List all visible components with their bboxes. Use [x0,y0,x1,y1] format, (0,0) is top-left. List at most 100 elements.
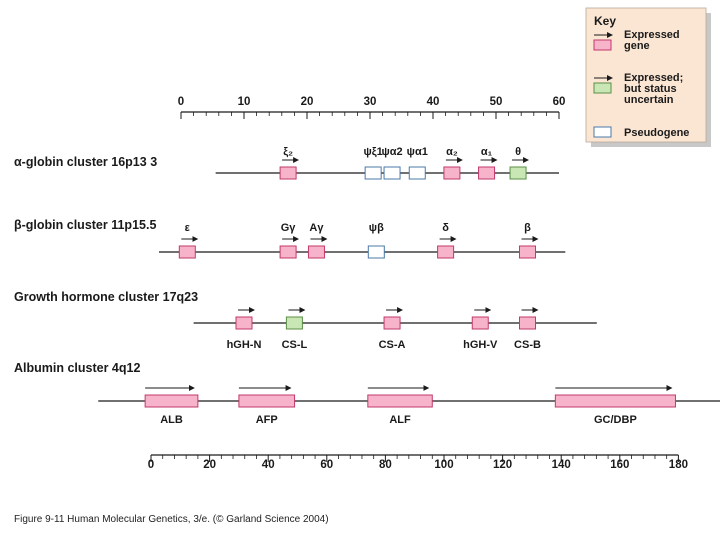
gene-Aγ: Aγ [307,222,328,259]
gene-label: ψξ1 [363,146,382,158]
gene-box [519,316,536,330]
gene-box [235,316,253,330]
key-swatch [593,82,612,94]
gene-box [519,245,536,259]
gene-box [367,245,385,259]
gene-CS-L: CS-L [282,307,308,351]
gene-box [364,166,382,180]
key-label: Expressed [624,29,680,41]
gene-label: ψβ [369,222,384,234]
gene-label: Gγ [281,222,297,234]
gene-label: ε [185,222,191,234]
gene-box [279,166,297,180]
gene-label: ψα2 [381,146,402,158]
scale-tick-label: 80 [379,459,392,471]
gene-label: Aγ [309,222,324,234]
key-label: gene [624,40,650,52]
gene-hGH-N: hGH-N [227,307,262,351]
key-swatch [593,39,612,51]
scale-tick-label: 60 [320,459,333,471]
scale-tick-label: 30 [364,96,377,108]
bottom-scale-axis: 0 20 40 60 80 100 120 140 160 180 [148,454,688,471]
gene-label: AFP [256,414,278,426]
gene-hGH-V: hGH-V [463,307,498,351]
gene-box [307,245,325,259]
gene-box [443,166,461,180]
cluster-title: β-globin cluster 11p15.5 [14,218,156,232]
scale-tick-label: 0 [148,459,154,471]
gene-CS-A: CS-A [379,307,406,351]
gene-Gγ: Gγ [279,222,300,259]
gene-ψβ: ψβ [367,222,385,259]
gene-ψα2: ψα2 [381,146,403,180]
gene-ALF: ALF [367,385,433,426]
gene-box [285,316,303,330]
scale-tick-label: 140 [552,459,571,471]
scale-tick-label: 10 [238,96,251,108]
scale-tick-label: 40 [262,459,275,471]
gene-box [178,245,196,259]
gene-box [279,245,297,259]
gene-α₂: α₂ [443,146,463,180]
gene-box [144,394,199,408]
key-label: uncertain [624,94,674,106]
key-swatch [593,126,612,138]
gene-α₁: α₁ [478,146,498,180]
gene-label: CS-B [514,339,541,351]
scale-tick-label: 60 [553,96,566,108]
gene-ε: ε [178,222,199,259]
gene-label: ψα1 [407,146,428,158]
gene-GC/DBP: GC/DBP [554,385,676,426]
gene-θ: θ [509,146,530,180]
gene-ψξ1: ψξ1 [363,146,383,180]
key-item-pseudogene: Pseudogene [593,126,689,139]
gene-label: θ [515,146,521,158]
gene-box [471,316,489,330]
gene-label: α₂ [446,146,458,158]
gene-ALB: ALB [144,385,199,426]
gene-box [554,394,676,408]
figure-caption: Figure 9-11 Human Molecular Genetics, 3/… [14,514,329,525]
gene-label: hGH-V [463,339,498,351]
scale-tick-label: 160 [610,459,629,471]
scale-tick-label: 120 [493,459,512,471]
cluster-title: Growth hormone cluster 17q23 [14,290,198,304]
cluster-3: Growth hormone cluster 17q23 hGH-N CS-L CS-… [14,290,597,351]
gene-box [383,316,401,330]
scale-tick-label: 50 [490,96,503,108]
gene-box [238,394,296,408]
scale-tick-label: 20 [301,96,314,108]
gene-δ: δ [437,222,457,259]
gene-label: hGH-N [227,339,262,351]
gene-AFP: AFP [238,385,296,426]
gene-ξ₂: ξ₂ [279,146,300,180]
key-title: Key [594,14,616,28]
cluster-2: β-globin cluster 11p15.5 ε Gγ Aγ ψβ δ β [14,218,566,259]
gene-label: GC/DBP [594,414,637,426]
top-scale-axis: 0 10 20 30 40 50 60 [178,96,566,119]
gene-label: α₁ [481,146,493,158]
scale-tick-label: 100 [434,459,453,471]
cluster-title: α-globin cluster 16p13 3 [14,155,157,169]
gene-label: CS-A [379,339,406,351]
gene-label: β [524,222,531,234]
key-label: Expressed; [624,72,683,84]
cluster-title: Albumin cluster 4q12 [14,361,140,375]
scale-tick-label: 20 [203,459,216,471]
gene-label: ξ₂ [283,146,293,158]
gene-label: CS-L [282,339,308,351]
gene-box [478,166,496,180]
scale-tick-label: 0 [178,96,184,108]
gene-box [383,166,401,180]
key-label: Pseudogene [624,127,689,139]
key-label: but status [624,83,677,95]
gene-box [437,245,455,259]
gene-box [367,394,433,408]
cluster-4: Albumin cluster 4q12 ALB AFP ALF GC/DBP [14,361,720,426]
gene-β: β [519,222,539,259]
